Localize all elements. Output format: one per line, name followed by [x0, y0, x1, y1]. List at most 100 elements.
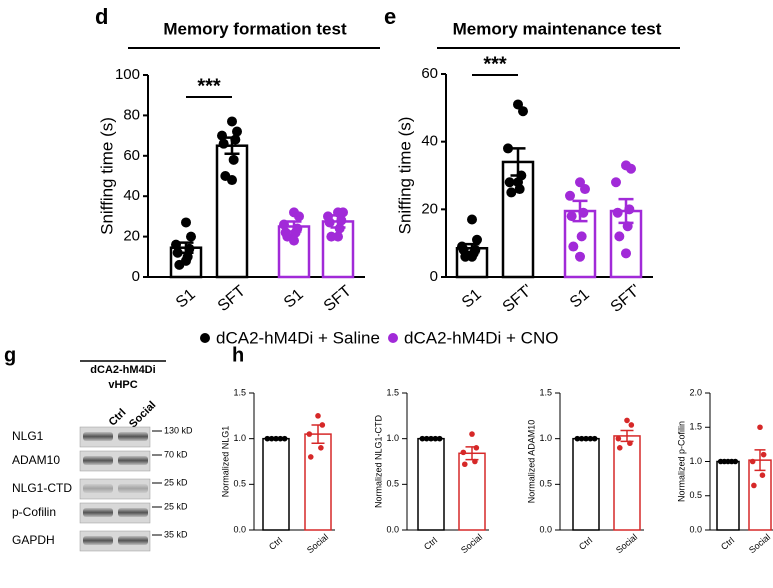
legend-label: dCA2-hM4Di + CNO — [404, 328, 558, 347]
data-point — [264, 435, 271, 442]
data-point — [181, 255, 191, 266]
data-point — [338, 207, 348, 218]
blot-row-label: p-Cofilin — [12, 505, 56, 519]
data-point — [172, 247, 183, 258]
y-axis-label: Normalized ADAM10 — [526, 420, 536, 504]
data-point — [504, 177, 515, 188]
data-point — [218, 138, 229, 149]
y-axis-label: Sniffing time (s) — [97, 117, 116, 235]
data-point — [334, 223, 345, 234]
bar — [572, 437, 600, 531]
x-tick-label: S1 — [567, 286, 593, 312]
y-tick-label: 40 — [123, 187, 140, 204]
bar — [417, 437, 445, 531]
blot-band — [118, 484, 148, 493]
data-point — [759, 472, 766, 479]
bar — [613, 435, 641, 531]
data-point — [423, 435, 430, 442]
bar — [716, 460, 740, 531]
significance: *** — [197, 75, 221, 97]
data-point — [460, 449, 467, 456]
y-tick-label: 1.5 — [233, 387, 246, 397]
data-point — [587, 435, 594, 442]
data-point — [566, 211, 577, 222]
y-tick-label: 1.0 — [233, 433, 246, 443]
blot-title: dCA2-hM4Di — [90, 364, 155, 376]
data-point — [513, 177, 523, 188]
blot-band — [83, 432, 113, 441]
x-tick-label: Social — [614, 532, 639, 555]
data-point — [473, 445, 480, 451]
data-point — [227, 175, 237, 186]
data-point — [612, 207, 623, 218]
legend-label: dCA2-hM4Di + Saline — [216, 328, 380, 347]
y-tick-label: 1.5 — [689, 422, 702, 432]
blot-band — [83, 456, 113, 465]
blot-band — [118, 508, 148, 517]
y-tick-label: 1.0 — [539, 433, 552, 443]
x-tick-label: S1 — [459, 286, 485, 312]
y-tick-label: 0.5 — [386, 479, 399, 489]
y-tick-label: 1.5 — [539, 387, 552, 397]
data-point — [419, 435, 426, 442]
data-point — [614, 231, 625, 242]
x-tick-label: Social — [459, 532, 484, 555]
blot: NLG1 130 kD ADAM10 70 kD NLG1-CTD 25 kD p-Cofi… — [12, 425, 193, 552]
data-point — [616, 445, 623, 451]
y-tick-label: 20 — [421, 200, 438, 217]
data-point — [578, 207, 589, 218]
size-label: 130 kD — [164, 425, 193, 435]
size-label: 25 kD — [164, 477, 188, 487]
data-point — [228, 154, 239, 165]
x-tick-label: S1 — [281, 286, 307, 312]
data-point — [615, 435, 622, 442]
data-point — [181, 217, 191, 228]
data-point — [591, 435, 598, 442]
data-point — [628, 422, 635, 428]
data-point — [580, 184, 590, 195]
data-point — [503, 143, 513, 154]
blot-band — [83, 536, 113, 545]
blot-band — [118, 456, 148, 465]
y-tick-label: 0.0 — [539, 524, 552, 534]
significance: *** — [483, 53, 507, 75]
data-point — [279, 219, 289, 230]
data-point — [273, 435, 279, 442]
x-tick-label: Social — [747, 532, 772, 555]
y-axis-label: Normalized NLG1 — [220, 426, 230, 498]
blot-row-label: NLG1 — [12, 429, 44, 443]
y-tick-label: 1.0 — [689, 456, 702, 466]
y-axis-label: Normalized p-Cofilin — [676, 421, 686, 502]
data-point — [319, 422, 326, 428]
data-point — [467, 214, 477, 225]
y-tick-label: 0.5 — [689, 490, 702, 500]
data-point — [306, 431, 313, 437]
error-bar — [754, 449, 766, 472]
y-axis-label: Sniffing time (s) — [395, 117, 414, 235]
panel-label: e — [384, 4, 396, 29]
x-tick-label: S1 — [173, 286, 199, 312]
data-point — [472, 458, 478, 465]
data-point — [575, 251, 585, 262]
data-point — [281, 435, 288, 442]
panel-label: h — [232, 344, 244, 366]
size-label: 70 kD — [164, 449, 188, 459]
data-point — [333, 231, 343, 242]
x-tick-label: Ctrl — [422, 535, 439, 552]
x-tick-label: SFT — [321, 282, 355, 315]
panel-label: d — [95, 4, 108, 29]
bar — [304, 433, 332, 531]
data-point — [583, 435, 589, 442]
blot-row-label: GAPDH — [12, 533, 55, 547]
data-point — [336, 215, 347, 226]
x-tick-label: SFT — [215, 282, 249, 315]
y-axis-label: Normalized NLG1-CTD — [373, 414, 383, 508]
data-point — [436, 435, 443, 442]
y-tick-label: 0.5 — [539, 479, 552, 489]
data-point — [506, 187, 517, 198]
data-point — [568, 241, 579, 252]
blot-band — [118, 536, 148, 545]
y-tick-label: 0.0 — [386, 524, 399, 534]
